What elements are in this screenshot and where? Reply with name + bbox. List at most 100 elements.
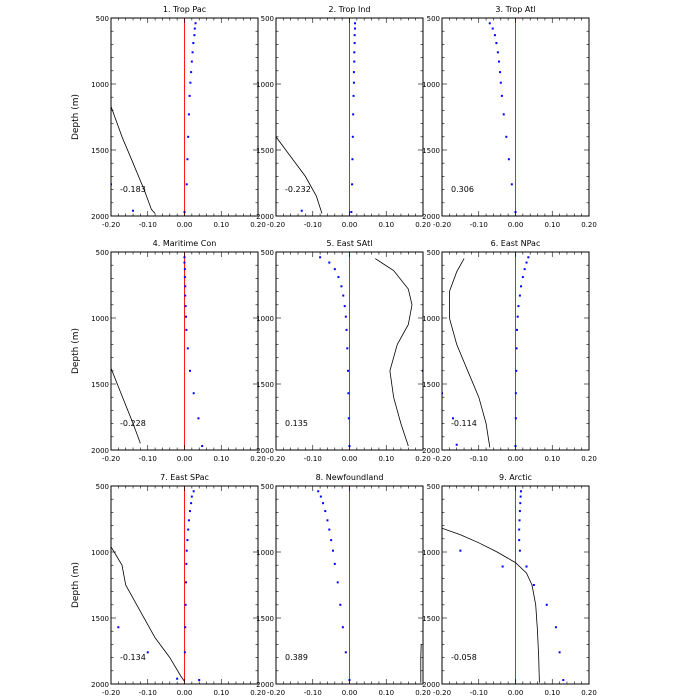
panel-title: 9. Arctic	[499, 473, 532, 482]
data-point	[500, 94, 503, 97]
data-point	[510, 183, 513, 186]
data-point	[333, 268, 336, 271]
x-tick-label: 0.20	[415, 455, 431, 463]
panel-title: 6. East NPac	[491, 239, 541, 248]
y-tick-label: 2000	[91, 681, 109, 689]
x-tick-label: -0.10	[139, 455, 157, 463]
data-point	[322, 502, 325, 505]
data-point	[185, 549, 188, 552]
x-tick-label: -0.20	[267, 221, 285, 229]
data-point	[347, 369, 350, 372]
data-point	[352, 94, 355, 97]
data-point	[515, 328, 518, 331]
data-point	[324, 510, 327, 513]
data-point	[505, 135, 508, 138]
data-point	[188, 94, 191, 97]
x-tick-label: -0.10	[304, 221, 322, 229]
x-tick-label: 0.00	[177, 455, 193, 463]
plot-area	[319, 252, 423, 450]
y-tick-label: 1500	[256, 381, 274, 389]
data-point	[353, 51, 356, 54]
x-tick-label: 0.10	[378, 689, 394, 697]
y-tick-label: 2000	[422, 447, 440, 455]
data-point	[520, 490, 523, 493]
data-point	[514, 392, 517, 395]
data-point	[502, 113, 505, 116]
data-point	[518, 510, 521, 513]
y-tick-label: 1500	[422, 147, 440, 155]
data-point	[183, 261, 186, 264]
data-point	[352, 113, 355, 116]
data-point	[300, 209, 303, 212]
data-point	[525, 565, 528, 568]
x-tick-label: -0.10	[304, 455, 322, 463]
data-point	[198, 679, 201, 682]
panel-title: 7. East SPac	[160, 473, 209, 482]
data-point	[184, 294, 187, 297]
data-point	[459, 549, 462, 552]
y-axis-label: Depth (m)	[71, 328, 81, 374]
y-tick-label: 2000	[91, 213, 109, 221]
x-tick-label: 0.00	[342, 221, 358, 229]
profile-line	[374, 258, 413, 447]
y-tick-label: 500	[96, 15, 109, 23]
data-point	[345, 328, 348, 331]
correlation-value: -0.228	[120, 419, 146, 428]
correlation-value: -0.183	[120, 185, 146, 194]
panel-4: 4. Maritime Con -0.20 -0.10 0.00 0.10 0.20 500…	[71, 239, 266, 463]
data-point	[185, 328, 188, 331]
data-point	[187, 519, 190, 522]
data-point	[176, 677, 179, 680]
x-tick-label: 0.10	[544, 689, 560, 697]
x-tick-label: -0.10	[139, 689, 157, 697]
x-tick-label: -0.10	[470, 455, 488, 463]
y-tick-label: 1000	[91, 549, 109, 557]
data-point	[353, 42, 356, 45]
x-tick-label: 0.20	[581, 689, 597, 697]
data-point	[518, 519, 521, 522]
x-tick-label: 0.10	[213, 221, 229, 229]
data-point	[496, 51, 499, 54]
correlation-value: -0.134	[120, 653, 146, 662]
data-point	[347, 417, 350, 420]
x-tick-label: 0.00	[342, 689, 358, 697]
data-point	[352, 71, 355, 74]
x-tick-label: 0.20	[581, 221, 597, 229]
data-point	[317, 490, 320, 493]
y-tick-label: 500	[96, 249, 109, 257]
data-point	[183, 268, 186, 271]
data-point	[514, 417, 517, 420]
data-point	[185, 562, 188, 565]
data-point	[189, 81, 192, 84]
data-point	[326, 519, 329, 522]
x-tick-label: 0.10	[213, 689, 229, 697]
data-point	[516, 315, 519, 318]
panel-5: 5. East SAtl -0.20 -0.10 0.00 0.10 0.20 500 100…	[256, 239, 431, 463]
data-point	[339, 603, 342, 606]
data-point	[515, 369, 518, 372]
data-point	[346, 347, 349, 350]
data-point	[532, 584, 535, 586]
x-tick-label: -0.10	[470, 689, 488, 697]
data-point	[186, 158, 189, 161]
data-point	[452, 417, 455, 420]
data-point	[518, 294, 521, 297]
data-point	[558, 651, 561, 654]
data-point	[554, 626, 557, 629]
y-tick-label: 1500	[91, 381, 109, 389]
data-point	[519, 502, 522, 505]
x-tick-label: 0.20	[415, 689, 431, 697]
x-tick-label: 0.10	[544, 455, 560, 463]
data-point	[342, 294, 345, 297]
data-point	[331, 549, 334, 552]
data-point	[545, 603, 548, 606]
data-point	[186, 539, 189, 542]
data-point	[187, 113, 190, 116]
plot-area	[488, 18, 517, 216]
x-tick-label: -0.20	[102, 689, 120, 697]
data-point	[184, 581, 187, 584]
correlation-value: 0.306	[451, 185, 474, 194]
data-point	[117, 626, 120, 629]
data-point	[183, 256, 186, 259]
